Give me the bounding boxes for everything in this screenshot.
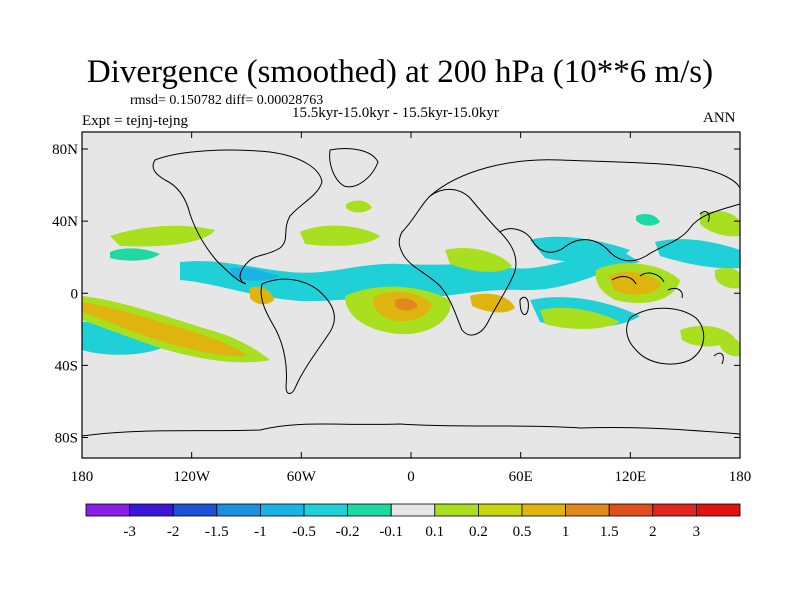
latitude-axis: 80N 40N 0 40S 80S: [52, 142, 740, 447]
colorbar-label: 2: [649, 524, 657, 540]
colorbar-label: -3: [123, 524, 136, 540]
longitude-axis: 180 120W 60W 0 60E 120E 180: [71, 132, 752, 485]
colorbar-label: -0.2: [336, 524, 360, 540]
experiment-label: Expt = tejnj-tejng: [82, 113, 188, 129]
colorbar-swatch: [172, 503, 218, 517]
colorbar-label: 0.1: [425, 524, 444, 540]
coast-japan: [699, 211, 710, 223]
colorbar-label: -0.1: [379, 524, 403, 540]
colorbar-swatch: [565, 503, 610, 517]
lon-label: 60W: [287, 469, 317, 485]
field-green-japan: [720, 338, 740, 357]
field-blue-core: [230, 267, 280, 281]
field-green-west-pacific: [700, 211, 740, 237]
colorbar-swatch: [129, 503, 174, 517]
colorbar-swatch: [652, 503, 697, 517]
colorbar-swatch: [85, 503, 130, 517]
colorbar-swatch: [216, 503, 261, 517]
field-green-far-east: [715, 268, 740, 289]
field-green-north-atlantic: [300, 225, 380, 246]
coast-europe-africa: [398, 189, 517, 336]
field-cyan-south-pacific: [82, 321, 170, 355]
coast-maritime: [611, 272, 683, 299]
field-green-atlantic-mid: [346, 200, 372, 213]
coast-madagascar: [519, 296, 529, 316]
coastlines: [82, 148, 740, 437]
field-orange-panama: [250, 286, 274, 305]
field-green-africa: [445, 247, 512, 272]
field-green-indian-south: [540, 307, 620, 329]
colorbar-swatch: [696, 503, 741, 517]
lat-label: 0: [71, 286, 79, 302]
field-orange-africa: [470, 293, 515, 313]
lon-label: 180: [71, 469, 94, 485]
lon-label: 120E: [614, 469, 646, 485]
colorbar-swatch: [434, 503, 479, 517]
colorbar-label: -1.5: [205, 524, 229, 540]
lon-label: 180: [729, 469, 752, 485]
season-label: ANN: [703, 110, 736, 126]
lon-label: 0: [407, 469, 415, 485]
field-orange-maritime: [608, 271, 662, 295]
coast-new-zealand: [713, 352, 724, 365]
field-darkorange-amazon: [395, 298, 418, 311]
divergence-fields: [82, 200, 740, 363]
colorbar-swatch: [608, 503, 654, 517]
field-orange-spcz: [82, 302, 248, 357]
coast-greenland: [329, 148, 379, 188]
colorbar-label: 1.5: [600, 524, 619, 540]
lat-label: 40S: [55, 358, 78, 374]
colorbar-swatch: [303, 503, 348, 517]
field-cyan-north-pacific: [110, 248, 160, 261]
coast-eurasia: [429, 159, 740, 262]
colorbar-label: -2: [167, 524, 180, 540]
coast-antarctica: [82, 423, 740, 437]
lon-label: 120W: [173, 469, 211, 485]
lon-label: 60E: [509, 469, 533, 485]
field-cyan-west-pacific: [655, 239, 740, 269]
period-label: 15.5kyr-15.0kyr - 15.5kyr-15.0kyr: [292, 105, 499, 121]
lat-label: 80S: [55, 431, 78, 447]
colorbar-label: 0.5: [513, 524, 532, 540]
colorbar-swatch: [477, 503, 523, 517]
colorbar-label: 0.2: [469, 524, 488, 540]
colorbar-swatch: [521, 503, 566, 517]
lat-label: 40N: [52, 214, 78, 230]
colorbar-swatch: [390, 503, 436, 517]
colorbar-label: -0.5: [292, 524, 316, 540]
colorbar-swatch: [347, 503, 392, 517]
field-cyan-indian-ocean: [530, 236, 630, 263]
chart-title: Divergence (smoothed) at 200 hPa (10**6 …: [86, 54, 714, 90]
stats-line: rmsd= 0.150782 diff= 0.00028763: [130, 93, 324, 108]
field-green-north-pacific: [110, 225, 215, 247]
colorbar-swatch: [259, 503, 305, 517]
colorbar: -3 -2 -1.5 -1 -0.5 -0.2 -0.1 0.1 0.2 0.5 1 1.5 2 3: [85, 503, 741, 540]
coast-north-america: [152, 149, 323, 285]
colorbar-label: 1: [562, 524, 570, 540]
field-cyan-itcz: [180, 250, 640, 302]
coast-south-america: [260, 278, 335, 394]
colorbar-label: -1: [254, 524, 267, 540]
field-teal-arabia: [636, 214, 660, 226]
coast-australia: [626, 307, 705, 365]
lat-label: 80N: [52, 142, 78, 158]
colorbar-label: 3: [693, 524, 701, 540]
